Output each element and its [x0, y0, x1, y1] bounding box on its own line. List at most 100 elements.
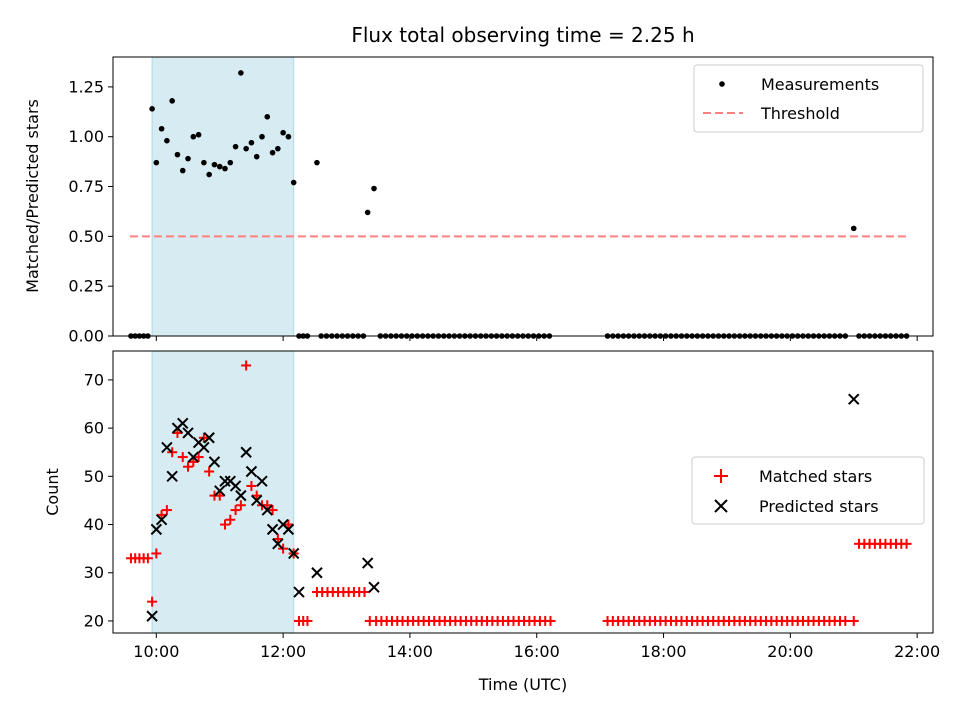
measurement-point — [158, 125, 165, 132]
predicted-star-point — [187, 451, 200, 463]
matched-star-point — [183, 461, 194, 472]
x-tick-label: 18:00 — [640, 642, 686, 661]
matched-star-point — [177, 452, 188, 463]
top-y-axis-label: Matched/Predicted stars — [23, 99, 42, 293]
top-y-tick-label: 1.00 — [68, 127, 104, 146]
measurement-point — [238, 70, 244, 76]
measurement-point — [179, 167, 186, 174]
measurement-point — [211, 161, 218, 168]
matched-star-point — [241, 360, 252, 371]
top-y-ticks: 0.00 0.25 0.50 0.75 1.00 1.25 — [68, 77, 113, 346]
bottom-x-ticks: 10:00 12:00 14:00 16:00 18:00 20:00 22:00 — [133, 633, 940, 661]
matched-star-point — [545, 615, 556, 626]
measurement-point — [169, 98, 175, 104]
x-tick-label: 10:00 — [133, 642, 179, 661]
measurement-point — [264, 113, 271, 120]
predicted-star-point — [166, 470, 178, 483]
x-tick-label: 20:00 — [767, 642, 813, 661]
measurement-point — [248, 139, 255, 146]
legend-threshold-label: Threshold — [760, 104, 840, 123]
matched-star-point — [230, 505, 241, 516]
matched-star-point — [167, 447, 178, 458]
matched-star-point — [172, 427, 183, 438]
top-legend: Measurements Threshold — [693, 64, 924, 133]
matched-star-point — [156, 509, 167, 520]
bottom-y-tick-label: 70 — [84, 370, 104, 389]
measurement-point — [269, 149, 276, 156]
measurement-point — [201, 159, 207, 166]
predicted-star-point — [235, 489, 247, 502]
matched-star-point — [283, 519, 294, 530]
x-tick-label: 14:00 — [387, 642, 433, 661]
bottom-axes-frame — [112, 350, 934, 634]
measurement-point — [850, 225, 857, 232]
predicted-star-point — [240, 446, 252, 458]
top-y-tick-label: 0.50 — [68, 227, 104, 246]
measurement-point — [259, 133, 265, 140]
predicted-star-point — [203, 432, 215, 444]
bottom-y-tick-label: 40 — [84, 515, 104, 534]
matched-star-point — [302, 615, 313, 626]
legend-measurements-label: Measurements — [761, 75, 879, 94]
bottom-panel: 20 30 40 50 60 70 10:00 12:00 14:00 16:00 18:00 20… — [43, 350, 940, 694]
measurement-point — [232, 143, 239, 150]
predicted-star-point — [177, 417, 189, 430]
count-points — [125, 360, 912, 626]
top-legend-box — [693, 64, 924, 133]
measurement-point — [290, 179, 297, 186]
predicted-star-point — [261, 504, 273, 516]
measurement-point — [153, 159, 160, 166]
measurement-point — [285, 133, 292, 140]
x-axis-label: Time (UTC) — [478, 675, 567, 694]
predicted-star-point — [245, 465, 258, 478]
matched-star-point — [848, 615, 859, 626]
matched-star-point — [251, 490, 262, 501]
predicted-star-point — [287, 547, 300, 560]
top-panel: 0.00 0.25 0.50 0.75 1.00 1.25 Matched/Predict… — [23, 56, 934, 346]
predicted-star-point — [161, 441, 173, 454]
bottom-highlight-span — [151, 350, 295, 634]
measurement-point — [185, 155, 191, 162]
measurement-point — [190, 133, 197, 140]
bottom-y-tick-label: 50 — [84, 467, 104, 486]
legend-predicted-label: Predicted stars — [759, 497, 879, 516]
measurement-point — [314, 159, 320, 166]
measurement-point — [275, 145, 281, 152]
predicted-star-point — [266, 523, 279, 536]
predicted-star-point — [256, 475, 268, 487]
bottom-y-tick-label: 60 — [84, 419, 104, 438]
predicted-star-point — [251, 494, 263, 507]
top-y-tick-label: 0.00 — [68, 327, 104, 346]
predicted-star-point — [368, 581, 380, 593]
predicted-star-point — [150, 523, 163, 536]
top-y-tick-label: 0.25 — [68, 277, 104, 296]
matched-star-point — [840, 615, 851, 626]
measurement-point — [364, 209, 371, 216]
predicted-star-point — [848, 393, 860, 405]
matched-star-point — [214, 490, 225, 501]
measurement-point — [253, 153, 260, 160]
bottom-y-tick-label: 30 — [84, 563, 104, 582]
matched-star-point — [901, 538, 912, 549]
matched-star-point — [225, 514, 236, 525]
legend-measurements-marker — [719, 81, 725, 87]
matched-star-point — [220, 519, 231, 530]
measurement-point — [227, 159, 234, 166]
matched-star-point — [235, 500, 246, 511]
chart-title: Flux total observing time = 2.25 h — [351, 23, 694, 47]
measurement-point — [371, 185, 377, 192]
measurement-point — [174, 151, 181, 158]
measurement-point — [149, 106, 155, 112]
measurement-point — [216, 163, 223, 170]
matched-star-point — [142, 553, 153, 564]
measurement-point — [222, 165, 228, 172]
matched-star-point — [147, 596, 158, 607]
measurement-point — [164, 137, 170, 144]
predicted-star-point — [208, 456, 221, 468]
bottom-legend: Matched stars Predicted stars — [691, 456, 925, 525]
matched-star-point — [198, 432, 209, 443]
legend-matched-marker — [714, 469, 728, 483]
bottom-y-ticks: 20 30 40 50 60 70 — [84, 370, 113, 630]
bottom-legend-box — [691, 456, 925, 525]
